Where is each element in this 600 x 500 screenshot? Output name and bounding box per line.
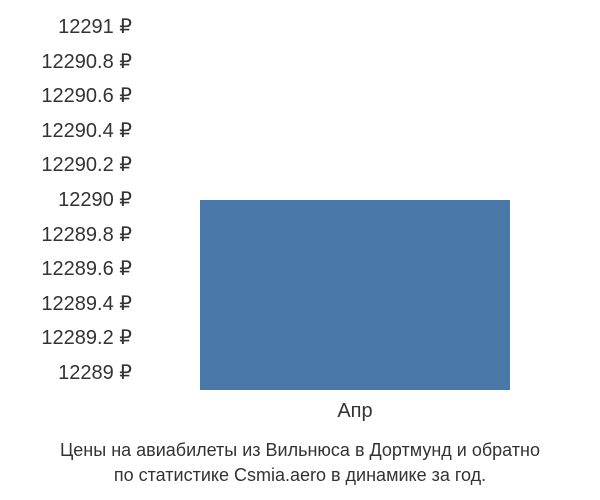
x-tick: Апр bbox=[337, 400, 372, 423]
plot-area bbox=[140, 10, 570, 390]
y-tick: 12289.4 ₽ bbox=[0, 286, 140, 321]
y-tick: 12289 ₽ bbox=[0, 355, 140, 390]
y-tick: 12291 ₽ bbox=[0, 10, 140, 45]
x-axis: Апр bbox=[140, 400, 570, 423]
y-tick: 12289.8 ₽ bbox=[0, 217, 140, 252]
y-tick: 12290.6 ₽ bbox=[0, 79, 140, 114]
y-axis: 12291 ₽ 12290.8 ₽ 12290.6 ₽ 12290.4 ₽ 12… bbox=[0, 10, 140, 390]
caption-line1: Цены на авиабилеты из Вильнюса в Дортмун… bbox=[60, 440, 540, 460]
price-chart: 12291 ₽ 12290.8 ₽ 12290.6 ₽ 12290.4 ₽ 12… bbox=[0, 0, 600, 500]
y-tick: 12290 ₽ bbox=[0, 183, 140, 218]
y-tick: 12290.2 ₽ bbox=[0, 148, 140, 183]
bar-apr bbox=[200, 200, 510, 390]
chart-caption: Цены на авиабилеты из Вильнюса в Дортмун… bbox=[0, 438, 600, 488]
caption-line2: по статистике Csmia.aero в динамике за г… bbox=[114, 465, 486, 485]
y-tick: 12289.2 ₽ bbox=[0, 321, 140, 356]
y-tick: 12290.4 ₽ bbox=[0, 114, 140, 149]
y-tick: 12290.8 ₽ bbox=[0, 45, 140, 80]
y-tick: 12289.6 ₽ bbox=[0, 252, 140, 287]
